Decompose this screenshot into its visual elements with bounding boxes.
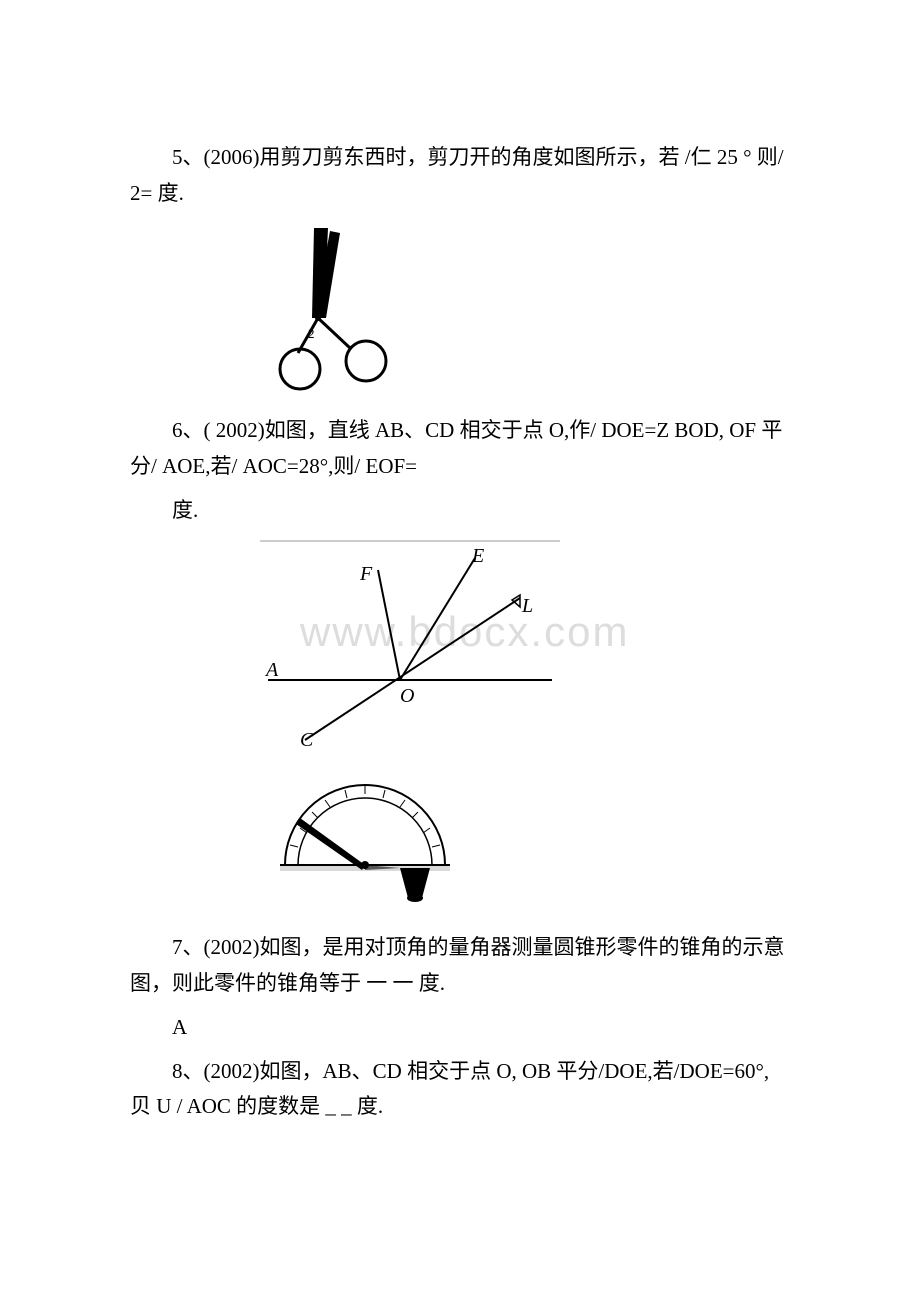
question-6-text-line1: 6、( 2002)如图，直线 AB、CD 相交于点 O,作/ DOE=Z BOD… bbox=[130, 413, 790, 484]
label-L: L bbox=[521, 595, 533, 617]
ray-OE bbox=[400, 558, 475, 680]
question-8-text: 8、(2002)如图，AB、CD 相交于点 O, OB 平分/DOE,若/DOE… bbox=[130, 1054, 790, 1125]
label-O: O bbox=[400, 685, 414, 707]
scissors-arm-right bbox=[318, 318, 350, 348]
label-A: A bbox=[264, 659, 279, 681]
protractor-pointer bbox=[296, 818, 365, 870]
label-F: F bbox=[359, 563, 373, 585]
scissors-handle-right bbox=[346, 341, 386, 381]
lines-svg: A L C E F O bbox=[260, 540, 560, 750]
label-E: E bbox=[471, 545, 484, 567]
scissors-svg: 1 2 bbox=[270, 223, 410, 393]
question-5-text: 5、(2006)用剪刀剪东西时，剪刀开的角度如图所示，若 /仁 25 ° 则/ … bbox=[130, 140, 790, 211]
figure-intersecting-lines: A L C E F O bbox=[260, 540, 790, 750]
scissors-label-2: 2 bbox=[308, 326, 315, 341]
question-7-A: A bbox=[130, 1010, 790, 1046]
protractor-cone-base bbox=[407, 894, 423, 902]
label-C: C bbox=[300, 729, 314, 750]
figure-scissors: 1 2 bbox=[270, 223, 790, 393]
protractor-svg bbox=[270, 780, 470, 910]
question-7-text: 7、(2002)如图，是用对顶角的量角器测量圆锥形零件的锥角的示意图，则此零件的… bbox=[130, 930, 790, 1001]
scissors-label-1: 1 bbox=[323, 236, 329, 248]
page-content: 5、(2006)用剪刀剪东西时，剪刀开的角度如图所示，若 /仁 25 ° 则/ … bbox=[0, 0, 920, 1125]
figure-protractor bbox=[270, 780, 790, 910]
question-6-text-line2: 度. bbox=[130, 493, 790, 529]
line-CD bbox=[305, 598, 520, 740]
ray-OF bbox=[378, 570, 400, 680]
scissors-handle-left bbox=[280, 349, 320, 389]
